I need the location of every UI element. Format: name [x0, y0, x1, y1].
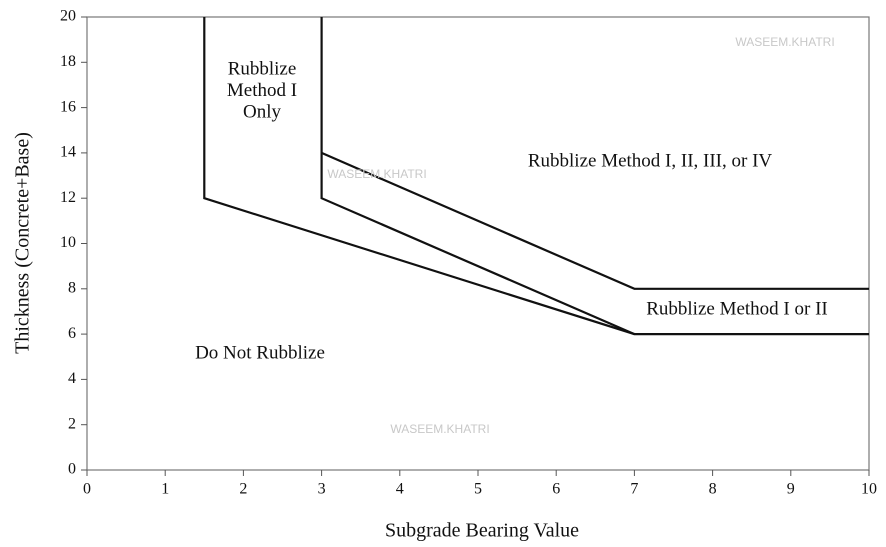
x-tick-label: 1 — [161, 481, 169, 498]
watermark: WASEEM.KHATRI — [390, 422, 489, 436]
y-tick-label: 20 — [60, 8, 76, 25]
y-tick-label: 14 — [60, 144, 76, 161]
x-axis-title: Subgrade Bearing Value — [385, 520, 579, 542]
x-tick-label: 10 — [861, 481, 877, 498]
watermark: WASEEM.KHATRI — [735, 35, 834, 49]
y-tick-label: 2 — [68, 415, 76, 432]
boundary-line — [320, 17, 635, 336]
region-label: Rubblize Method I or II — [646, 298, 828, 319]
x-tick-label: 3 — [318, 481, 326, 498]
boundary-line — [203, 17, 869, 336]
x-tick-label: 4 — [396, 481, 404, 498]
region-label: Rubblize — [228, 58, 297, 79]
y-tick-label: 16 — [60, 98, 76, 115]
x-tick-label: 5 — [474, 481, 482, 498]
y-tick-label: 10 — [60, 234, 76, 251]
region-label: Do Not Rubblize — [195, 342, 325, 363]
y-tick-label: 0 — [68, 461, 76, 478]
y-tick-label: 6 — [68, 325, 76, 342]
x-tick-label: 9 — [787, 481, 795, 498]
x-tick-label: 8 — [709, 481, 717, 498]
x-tick-label: 0 — [83, 481, 91, 498]
y-tick-label: 8 — [68, 279, 76, 296]
y-tick-label: 4 — [68, 370, 76, 387]
x-tick-label: 7 — [630, 481, 638, 498]
region-label: Method I — [227, 80, 297, 101]
x-tick-label: 6 — [552, 481, 560, 498]
watermark: WASEEM.KHATRI — [327, 167, 426, 181]
x-tick-label: 2 — [239, 481, 247, 498]
y-tick-label: 18 — [60, 53, 76, 70]
y-axis-title: Thickness (Concrete+Base) — [12, 132, 34, 354]
boundary-line — [321, 151, 869, 290]
region-label: Only — [243, 101, 282, 122]
y-tick-label: 12 — [60, 189, 76, 206]
region-label: Rubblize Method I, II, III, or IV — [528, 150, 773, 171]
